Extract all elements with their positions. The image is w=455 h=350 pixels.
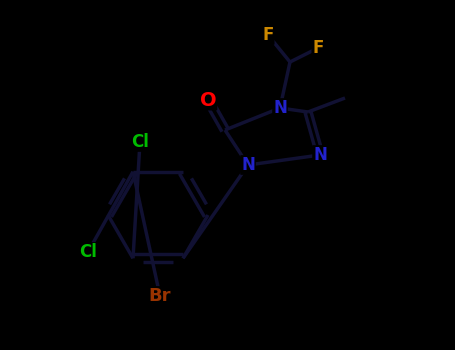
Text: Cl: Cl xyxy=(131,133,149,151)
Text: Br: Br xyxy=(149,287,171,305)
Text: Cl: Cl xyxy=(79,243,97,261)
Text: O: O xyxy=(200,91,216,110)
Text: F: F xyxy=(263,26,274,44)
Text: F: F xyxy=(312,39,324,57)
Text: N: N xyxy=(313,146,327,164)
Text: N: N xyxy=(241,156,255,174)
Text: N: N xyxy=(273,99,287,117)
